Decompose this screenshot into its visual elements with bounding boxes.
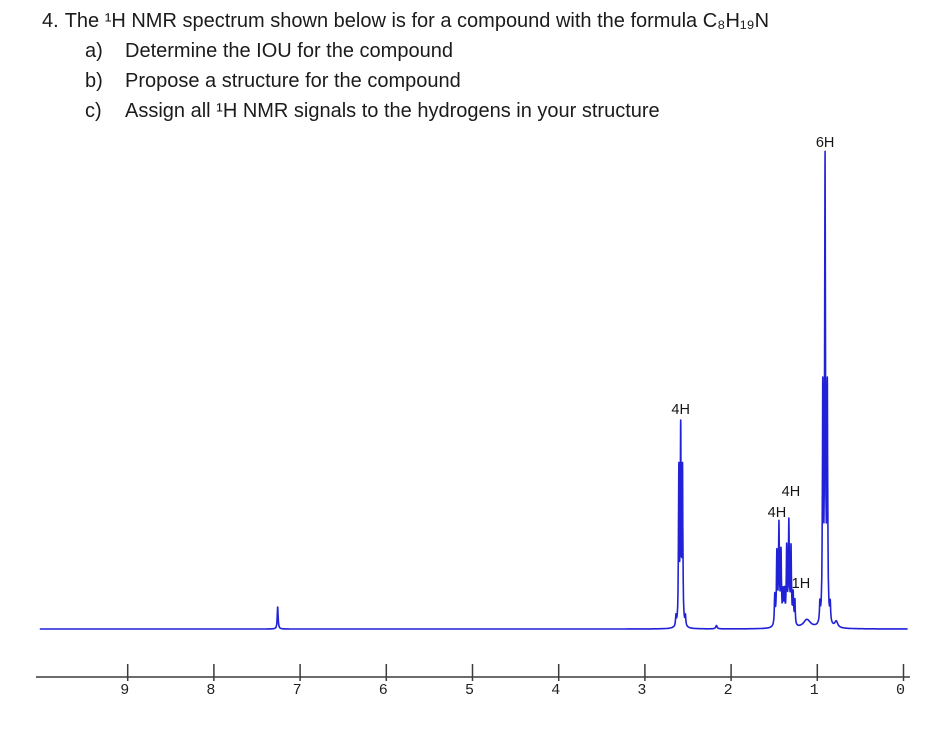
x-axis-tick-label: 2 bbox=[724, 682, 733, 699]
question-number: 4. bbox=[42, 10, 59, 32]
integration-label: 4H bbox=[782, 484, 801, 500]
integration-label: 4H bbox=[768, 505, 787, 521]
item-b-text: Propose a structure for the compound bbox=[125, 70, 461, 92]
question-item-b: b) Propose a structure for the compound bbox=[42, 66, 769, 96]
x-axis-tick-label: 1 bbox=[810, 682, 819, 699]
x-axis-tick-label: 6 bbox=[379, 682, 388, 699]
x-axis-tick-label: 3 bbox=[637, 682, 646, 699]
x-axis-tick-label: 8 bbox=[206, 682, 215, 699]
x-axis-tick-label: 9 bbox=[120, 682, 129, 699]
question-text: 4. The ¹H NMR spectrum shown below is for… bbox=[42, 6, 769, 36]
question-item-c: c) Assign all ¹H NMR signals to the hydr… bbox=[42, 96, 769, 126]
spectrum-trace bbox=[39, 150, 909, 630]
integration-label: 4H bbox=[671, 402, 690, 418]
item-c-marker: c) bbox=[85, 100, 102, 122]
integration-label: 6H bbox=[816, 135, 835, 151]
item-c-text: Assign all ¹H NMR signals to the hydroge… bbox=[125, 100, 660, 122]
question-body: The ¹H NMR spectrum shown below is for a… bbox=[64, 10, 770, 32]
x-axis-tick-label: 5 bbox=[465, 682, 474, 699]
x-axis-tick-label: 7 bbox=[293, 682, 302, 699]
item-a-text: Determine the IOU for the compound bbox=[125, 40, 453, 62]
item-b-marker: b) bbox=[85, 70, 103, 92]
question-block: 4. The ¹H NMR spectrum shown below is for… bbox=[42, 6, 769, 126]
x-axis-tick-label: 0 bbox=[896, 682, 905, 699]
x-axis-tick-label: 4 bbox=[551, 682, 560, 699]
item-a-marker: a) bbox=[85, 40, 103, 62]
question-item-a: a) Determine the IOU for the compound bbox=[42, 36, 769, 66]
integration-label: 1H bbox=[792, 576, 811, 592]
